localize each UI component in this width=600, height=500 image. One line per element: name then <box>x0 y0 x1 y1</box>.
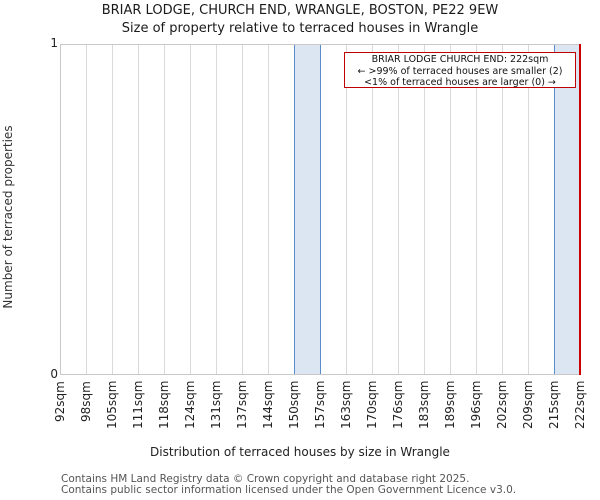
x-tick-label: 170sqm <box>365 380 379 429</box>
grid-line <box>164 44 165 375</box>
x-axis-line <box>60 374 580 375</box>
footer-line-1: Contains HM Land Registry data © Crown c… <box>61 473 470 485</box>
property-annotation: BRIAR LODGE CHURCH END: 222sqm ← >99% of… <box>344 52 576 88</box>
x-tick-label: 105sqm <box>105 380 119 429</box>
property-marker-line <box>579 44 581 375</box>
x-tick-label: 215sqm <box>547 380 561 429</box>
x-tick-label: 137sqm <box>235 380 249 429</box>
x-tick-label: 196sqm <box>469 380 483 429</box>
x-tick-label: 131sqm <box>209 380 223 429</box>
x-tick-label: 157sqm <box>313 380 327 429</box>
x-axis-label: Distribution of terraced houses by size … <box>150 445 450 459</box>
histogram-bar <box>554 44 581 375</box>
grid-line <box>398 44 399 375</box>
grid-line <box>216 44 217 375</box>
x-tick-label: 176sqm <box>391 380 405 429</box>
x-tick-label: 150sqm <box>287 380 301 429</box>
top-axis-line <box>60 44 580 45</box>
x-tick-label: 144sqm <box>261 380 275 429</box>
y-tick-1: 1 <box>50 36 58 50</box>
y-axis-line <box>60 44 61 375</box>
x-tick-label: 92sqm <box>53 381 67 422</box>
grid-line <box>112 44 113 375</box>
annotation-line-2: ← >99% of terraced houses are smaller (2… <box>357 65 563 77</box>
grid-line <box>346 44 347 375</box>
x-tick-label: 183sqm <box>417 380 431 429</box>
annotation-line-3: <1% of terraced houses are larger (0) → <box>364 77 556 88</box>
x-tick-label: 209sqm <box>521 380 535 429</box>
grid-line <box>86 44 87 375</box>
footer-line-2: Contains public sector information licen… <box>61 484 517 496</box>
x-tick-label: 222sqm <box>573 380 587 429</box>
y-tick-0: 0 <box>50 367 58 381</box>
grid-line <box>242 44 243 375</box>
x-tick-label: 202sqm <box>495 380 509 429</box>
x-tick-label: 124sqm <box>183 380 197 429</box>
chart-subtitle: Size of property relative to terraced ho… <box>121 21 479 36</box>
x-tick-label: 111sqm <box>131 380 145 429</box>
grid-line <box>424 44 425 375</box>
grid-line <box>450 44 451 375</box>
grid-line <box>372 44 373 375</box>
plot-area <box>60 44 581 375</box>
x-tick-label: 98sqm <box>79 381 93 422</box>
x-tick-label: 118sqm <box>157 380 171 429</box>
grid-line <box>528 44 529 375</box>
grid-line <box>476 44 477 375</box>
grid-line <box>502 44 503 375</box>
x-tick-label: 163sqm <box>339 380 353 429</box>
x-tick-label: 189sqm <box>443 380 457 429</box>
grid-line <box>268 44 269 375</box>
grid-line <box>138 44 139 375</box>
annotation-line-1: BRIAR LODGE CHURCH END: 222sqm <box>371 54 549 65</box>
y-axis-label: Number of terraced properties <box>1 125 15 309</box>
chart-title: BRIAR LODGE, CHURCH END, WRANGLE, BOSTON… <box>101 3 499 18</box>
grid-line <box>190 44 191 375</box>
histogram-bar <box>294 44 321 375</box>
